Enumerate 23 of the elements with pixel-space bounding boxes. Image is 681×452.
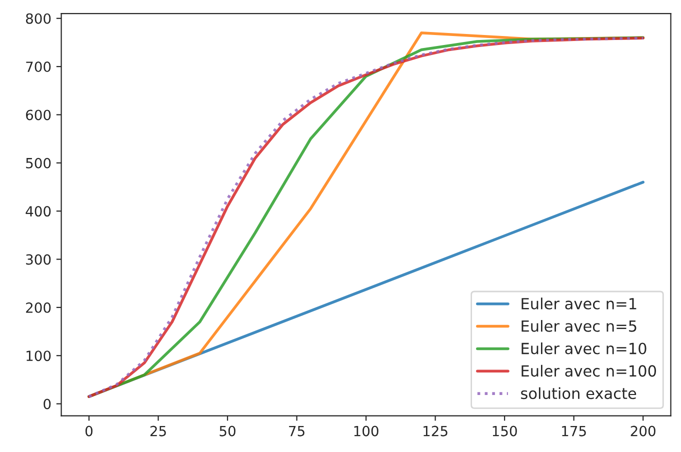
y-tick-label: 100 xyxy=(26,350,51,362)
x-tick-label: 175 xyxy=(562,426,586,436)
legend-label: Euler avec n=1 xyxy=(522,298,636,310)
y-tick-label: 700 xyxy=(26,62,51,72)
x-tick-label: 100 xyxy=(354,426,378,436)
y-tick-label: 800 xyxy=(26,13,51,24)
x-tick-label: 125 xyxy=(424,426,448,436)
x-tick-label: 50 xyxy=(220,426,236,436)
x-tick-label: 200 xyxy=(630,426,656,436)
y-tick-label: 400 xyxy=(26,206,51,217)
x-tick-label: 25 xyxy=(150,426,166,436)
y-tick-label: 200 xyxy=(26,302,51,313)
legend-label: Euler avec n=5 xyxy=(522,320,636,332)
y-tick-label: 500 xyxy=(26,158,51,168)
x-tick-label: 0 xyxy=(85,426,92,436)
y-tick-label: 0 xyxy=(44,398,51,410)
x-tick-label: 150 xyxy=(492,426,517,436)
y-tick-label: 300 xyxy=(26,254,51,265)
legend-label: Euler avec n=10 xyxy=(522,342,646,354)
legend-label: solution exacte xyxy=(521,387,636,400)
y-tick-label: 600 xyxy=(26,110,51,120)
x-tick-label: 75 xyxy=(289,426,304,436)
legend-label: Euler avec n=100 xyxy=(522,364,656,377)
